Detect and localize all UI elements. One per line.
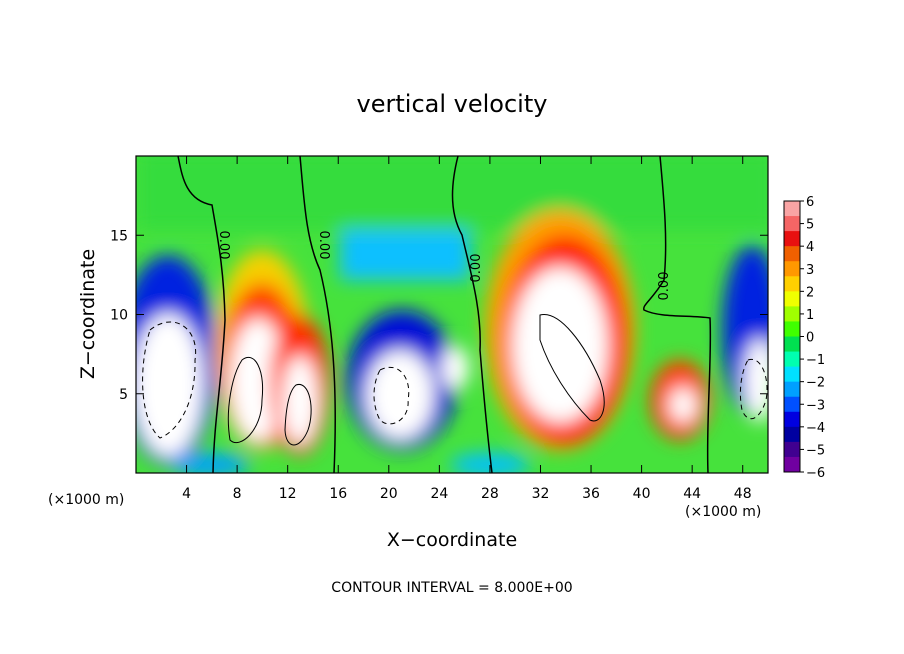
contour-downdraft-3 <box>739 358 768 420</box>
x-tick-label: 40 <box>633 486 651 502</box>
colorbar-tick-label: 0 <box>806 331 814 346</box>
colorbar-swatch <box>784 246 800 262</box>
colorbar-swatch <box>784 411 800 428</box>
colorbar: 6 5 4 3 2 1 0 −1 −2 −3 −4 −5 −6 <box>783 195 825 481</box>
x-tick-label: 44 <box>683 486 701 502</box>
contour-label-1: 0.00 <box>216 231 231 260</box>
zero-contour-4 <box>643 156 712 473</box>
x-unit-left: (×1000 m) <box>48 492 124 508</box>
lower-right-downdraft <box>450 453 530 473</box>
zero-contour-1 <box>177 156 226 473</box>
negative-contours <box>142 321 768 439</box>
colorbar-swatch <box>784 321 800 337</box>
contour-interval-note: CONTOUR INTERVAL = 8.000E+00 <box>331 580 572 596</box>
contour-label-4: 0.00 <box>657 272 672 301</box>
contour-downdraft-2 <box>373 366 410 425</box>
colorbar-swatch <box>784 396 800 413</box>
x-axis-label: X−coordinate <box>387 529 517 551</box>
velocity-field <box>136 156 768 473</box>
y-tick-label: 5 <box>119 387 128 403</box>
colorbar-tick-label: 1 <box>806 308 814 323</box>
lower-left-downdraft <box>170 453 250 473</box>
updraft-4-core <box>669 387 697 423</box>
y-axis: 5 10 15 <box>110 228 768 403</box>
colorbar-swatch <box>784 426 800 443</box>
contour-downdraft-1 <box>142 321 197 439</box>
contour-labels: 0.00 0.00 0.00 0.00 <box>216 231 672 301</box>
y-axis-label: Z−coordinate <box>77 249 99 379</box>
contour-label-2: 0.00 <box>316 231 331 260</box>
colorbar-tick-label: −2 <box>806 376 825 391</box>
x-tick-label: 48 <box>734 486 752 502</box>
chart-title: vertical velocity <box>357 90 548 118</box>
zero-contour-3 <box>451 156 493 473</box>
downdraft-2b <box>441 346 469 390</box>
updraft-3-core <box>512 267 608 423</box>
positive-contours <box>227 314 605 446</box>
colorbar-tick-label: −1 <box>806 353 825 368</box>
colorbar-tick-label: 6 <box>806 195 814 210</box>
x-unit-right: (×1000 m) <box>685 504 761 520</box>
y-tick-label: 15 <box>110 228 128 244</box>
lower-downdraft-band <box>340 230 470 280</box>
colorbar-swatch <box>784 276 800 292</box>
colorbar-tick-label: 4 <box>806 240 814 255</box>
downdraft-3-core <box>744 338 768 422</box>
zero-contours <box>177 156 712 473</box>
x-tick-label: 4 <box>182 486 191 502</box>
colorbar-swatch <box>784 366 800 383</box>
x-tick-label: 8 <box>233 486 242 502</box>
x-tick-label: 12 <box>279 486 297 502</box>
colorbar-tick-label: −3 <box>806 398 825 413</box>
contour-updraft-3 <box>539 314 605 422</box>
colorbar-swatch <box>784 441 800 458</box>
contour-updraft-2 <box>284 384 312 446</box>
plot-area: 0.00 0.00 0.00 0.00 <box>136 156 768 473</box>
colorbar-tick-label: −6 <box>806 466 825 481</box>
downdraft-1-core <box>136 313 203 457</box>
colorbar-swatch <box>784 306 800 322</box>
contour-updraft-1 <box>227 357 264 443</box>
colorbar-tick-label: 2 <box>806 285 814 300</box>
zero-contour-2 <box>299 156 336 473</box>
x-tick-label: 20 <box>380 486 398 502</box>
colorbar-swatch <box>784 336 800 353</box>
colorbar-tick-label: 5 <box>806 218 814 233</box>
colorbar-tick-label: −4 <box>806 421 825 436</box>
contour-label-3: 0.00 <box>469 254 484 283</box>
x-tick-label: 32 <box>532 486 550 502</box>
colorbar-tick-label: −5 <box>806 443 825 458</box>
colorbar-swatch <box>784 351 800 368</box>
colorbar-tick-label: 3 <box>806 263 814 278</box>
colorbar-swatch <box>784 231 800 247</box>
colorbar-swatch <box>784 456 800 473</box>
downdraft-2-core <box>366 350 434 440</box>
x-tick-label: 28 <box>481 486 499 502</box>
x-tick-label: 16 <box>329 486 347 502</box>
updraft-2-core <box>282 355 318 445</box>
colorbar-swatch <box>784 381 800 398</box>
colorbar-swatch <box>784 261 800 277</box>
colorbar-swatch <box>784 291 800 307</box>
x-axis: 4 8 12 16 20 24 28 32 36 40 44 48 <box>182 156 752 502</box>
updraft-1-core <box>230 318 286 442</box>
y-tick-label: 10 <box>110 308 128 324</box>
x-tick-label: 36 <box>582 486 600 502</box>
colorbar-swatch <box>784 216 800 232</box>
x-tick-label: 24 <box>430 486 448 502</box>
colorbar-swatch <box>784 201 800 217</box>
